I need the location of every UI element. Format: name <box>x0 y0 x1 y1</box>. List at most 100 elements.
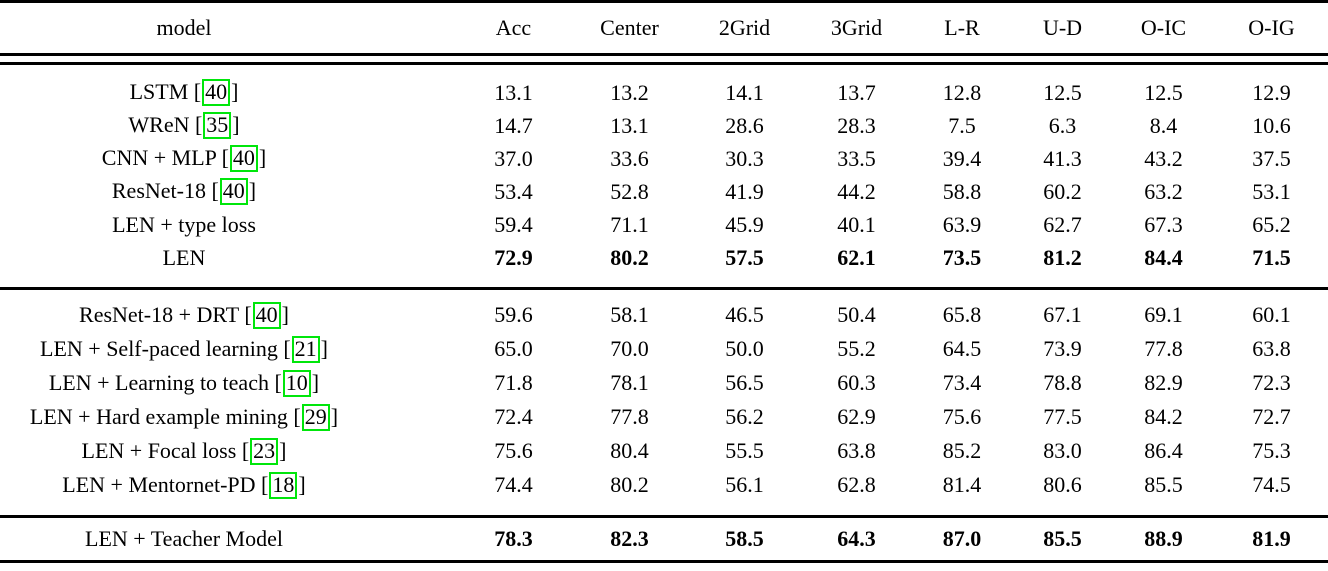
score-cell: 63.8 <box>1252 336 1291 361</box>
score-cell: 58.8 <box>942 178 982 204</box>
score-cell: 33.5 <box>837 145 876 171</box>
score-cell: 7.5 <box>948 112 976 138</box>
score-cell: 13.1 <box>494 79 533 105</box>
table-row: LEN + Hard example mining [29] 72.4 77.8 56… <box>0 400 1328 434</box>
column-header-2grid: 2Grid <box>718 15 771 40</box>
citation-link-18[interactable]: 18 <box>269 471 298 499</box>
column-header-o-ic: O-IC <box>1140 15 1187 40</box>
score-cell: 85.2 <box>942 438 982 463</box>
model-label: LEN <box>162 244 206 270</box>
table-row: CNN + MLP [40] 37.0 33.6 30.3 33.5 39.4 41.3 43… <box>0 142 1328 175</box>
score-cell: 85.5 <box>1144 472 1183 497</box>
model-label: ResNet-18 <box>111 178 206 203</box>
score-cell: 85.5 <box>1043 526 1082 551</box>
score-cell: 82.9 <box>1144 370 1183 395</box>
score-cell: 60.2 <box>1043 178 1082 204</box>
citation-link-23[interactable]: 23 <box>250 437 279 465</box>
score-cell: 60.3 <box>837 370 876 395</box>
citation-link-40[interactable]: 40 <box>219 178 248 205</box>
score-cell: 41.3 <box>1043 145 1082 171</box>
score-cell: 53.1 <box>1252 178 1291 204</box>
model-name: LEN + Self-paced learning [21] <box>40 335 328 363</box>
model-name: ResNet-18 [40] <box>111 178 257 205</box>
header-double-rule-bottom <box>0 62 1328 65</box>
score-cell: 53.4 <box>494 178 533 204</box>
header-row: model Acc Center 2Grid 3Grid L-R U-D O-IC O-IG <box>0 3 1328 53</box>
citation-link-35[interactable]: 35 <box>203 112 232 139</box>
table-row: LSTM [40] 13.1 13.2 14.1 13.7 12.8 12.5 12.5 12.… <box>0 76 1328 109</box>
score-cell: 86.4 <box>1144 438 1183 463</box>
table-row: LEN + Focal loss [23] 75.6 80.4 55.5 63.8 85.… <box>0 434 1328 468</box>
model-name: CNN + MLP [40] <box>101 145 267 172</box>
score-cell: 64.3 <box>837 526 876 551</box>
score-cell: 44.2 <box>837 178 876 204</box>
bottom-rule <box>0 560 1328 563</box>
score-cell: 14.1 <box>725 79 764 105</box>
score-cell: 77.5 <box>1043 404 1082 429</box>
model-name: LEN + Learning to teach [10] <box>48 369 320 397</box>
score-cell: 12.5 <box>1043 79 1082 105</box>
model-label: LEN + Learning to teach <box>48 369 269 395</box>
score-cell: 40.1 <box>837 211 876 237</box>
score-cell: 60.1 <box>1252 302 1291 327</box>
score-cell: 50.4 <box>837 302 876 327</box>
score-cell: 57.5 <box>725 244 764 270</box>
score-cell: 63.2 <box>1144 178 1183 204</box>
score-cell: 37.5 <box>1252 145 1291 171</box>
column-header-o-ig: O-IG <box>1248 15 1295 40</box>
score-cell: 73.5 <box>942 244 982 270</box>
table-row: LEN + Learning to teach [10] 71.8 78.1 56.5… <box>0 366 1328 400</box>
model-label: LEN + Teacher Model <box>85 526 283 551</box>
score-cell: 13.2 <box>610 79 649 105</box>
score-cell: 87.0 <box>942 526 982 551</box>
score-cell: 45.9 <box>725 211 764 237</box>
score-cell: 55.5 <box>725 438 764 463</box>
model-label: WReN <box>128 112 190 137</box>
table-row: LEN 72.9 80.2 57.5 62.1 73.5 81.2 84.4 71.5 <box>0 241 1328 274</box>
score-cell: 62.1 <box>837 244 876 270</box>
model-name: LEN + Hard example mining [29] <box>29 403 339 431</box>
score-cell: 56.1 <box>725 472 764 497</box>
score-cell: 12.8 <box>942 79 982 105</box>
citation-link-10[interactable]: 10 <box>282 369 311 397</box>
score-cell: 52.8 <box>610 178 649 204</box>
citation-link-40[interactable]: 40 <box>252 301 281 329</box>
score-cell: 39.4 <box>942 145 982 171</box>
score-cell: 62.7 <box>1043 211 1082 237</box>
score-cell: 69.1 <box>1144 302 1183 327</box>
citation-link-29[interactable]: 29 <box>301 403 330 431</box>
model-name: LEN + Mentornet-PD [18] <box>62 471 306 499</box>
model-label: LEN + Hard example mining <box>29 403 288 429</box>
citation-link-21[interactable]: 21 <box>291 335 320 363</box>
score-cell: 84.2 <box>1144 404 1183 429</box>
table-row: ResNet-18 [40] 53.4 52.8 41.9 44.2 58.8 60.2 63… <box>0 175 1328 208</box>
score-cell: 64.5 <box>942 336 982 361</box>
score-cell: 83.0 <box>1043 438 1082 463</box>
score-cell: 62.8 <box>837 472 876 497</box>
score-cell: 73.4 <box>942 370 982 395</box>
score-cell: 81.9 <box>1252 526 1291 551</box>
score-cell: 71.5 <box>1252 244 1291 270</box>
model-name: WReN [35] <box>128 112 240 139</box>
citation-link-40[interactable]: 40 <box>229 145 258 172</box>
score-cell: 65.8 <box>942 302 982 327</box>
column-header-u-d: U-D <box>1042 15 1083 40</box>
score-cell: 78.1 <box>610 370 649 395</box>
header-double-rule-top <box>0 53 1328 56</box>
model-name: LEN + Teacher Model <box>0 526 455 552</box>
model-name: ResNet-18 + DRT [40] <box>79 301 289 329</box>
score-cell: 55.2 <box>837 336 876 361</box>
score-cell: 80.2 <box>610 472 649 497</box>
score-cell: 28.6 <box>725 112 764 138</box>
table-row: LEN + Teacher Model 78.3 82.3 58.5 64.3 87.0 8… <box>0 518 1328 560</box>
header-double-rule-gap <box>0 56 1328 62</box>
score-cell: 70.0 <box>610 336 649 361</box>
score-cell: 33.6 <box>610 145 649 171</box>
score-cell: 80.6 <box>1043 472 1082 497</box>
model-name: LEN + Focal loss [23] <box>81 437 287 465</box>
model-label: LEN + Self-paced learning <box>40 335 278 361</box>
citation-link-40[interactable]: 40 <box>202 79 231 106</box>
score-cell: 75.3 <box>1252 438 1291 463</box>
score-cell: 14.7 <box>494 112 533 138</box>
model-label: LEN + type loss <box>112 211 256 237</box>
